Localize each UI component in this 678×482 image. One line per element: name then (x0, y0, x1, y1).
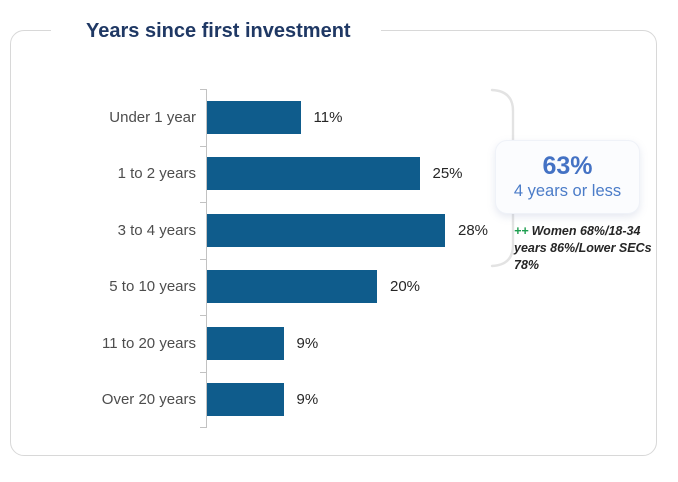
axis-tick (200, 371, 207, 373)
bar-row: 3 to 4 years 28% (11, 202, 489, 259)
value-label: 11% (313, 108, 343, 126)
category-label: 5 to 10 years (109, 278, 196, 296)
chart-card: Years since first investment Under 1 yea… (10, 15, 657, 456)
bar-row: Over 20 years 9% (11, 372, 489, 429)
category-label: Over 20 years (101, 391, 196, 409)
bar-row: 11 to 20 years 9% (11, 315, 489, 372)
value-label: 9% (296, 391, 319, 409)
annotation-text: Women 68%/18-34 years 86%/Lower SECs 78% (514, 224, 652, 272)
bar (207, 157, 420, 190)
bar (207, 270, 377, 303)
bar (207, 213, 445, 247)
axis-tick (200, 202, 207, 203)
axis-tick (200, 315, 207, 316)
bar (207, 383, 284, 416)
bar-chart: Under 1 year 11% 1 to 2 years 25% 3 to 4 yea… (11, 89, 489, 428)
axis-tick (200, 145, 207, 147)
chart-title: Years since first investment (51, 15, 381, 47)
bar (207, 326, 284, 360)
category-label: Under 1 year (109, 108, 196, 126)
subgroup-annotation: ++ Women 68%/18-34 years 86%/Lower SECs 7… (514, 223, 657, 274)
summary-callout: 63% 4 years or less (495, 140, 640, 214)
annotation-marker: ++ (514, 224, 529, 238)
bar-row: Under 1 year 11% (11, 89, 489, 146)
bar (207, 100, 301, 134)
callout-headline: 63% (542, 151, 593, 180)
callout-subline: 4 years or less (513, 182, 622, 201)
value-label: 20% (390, 278, 421, 296)
category-label: 1 to 2 years (117, 165, 196, 183)
axis-tick (200, 427, 207, 428)
value-label: 25% (432, 165, 463, 183)
axis-tick (200, 89, 207, 90)
bar-row: 1 to 2 years 25% (11, 146, 489, 203)
category-label: 11 to 20 years (102, 334, 196, 352)
category-label: 3 to 4 years (117, 221, 196, 239)
value-label: 9% (296, 334, 319, 352)
axis-tick (200, 258, 207, 260)
value-label: 28% (458, 221, 489, 239)
bar-row: 5 to 10 years 20% (11, 259, 489, 316)
